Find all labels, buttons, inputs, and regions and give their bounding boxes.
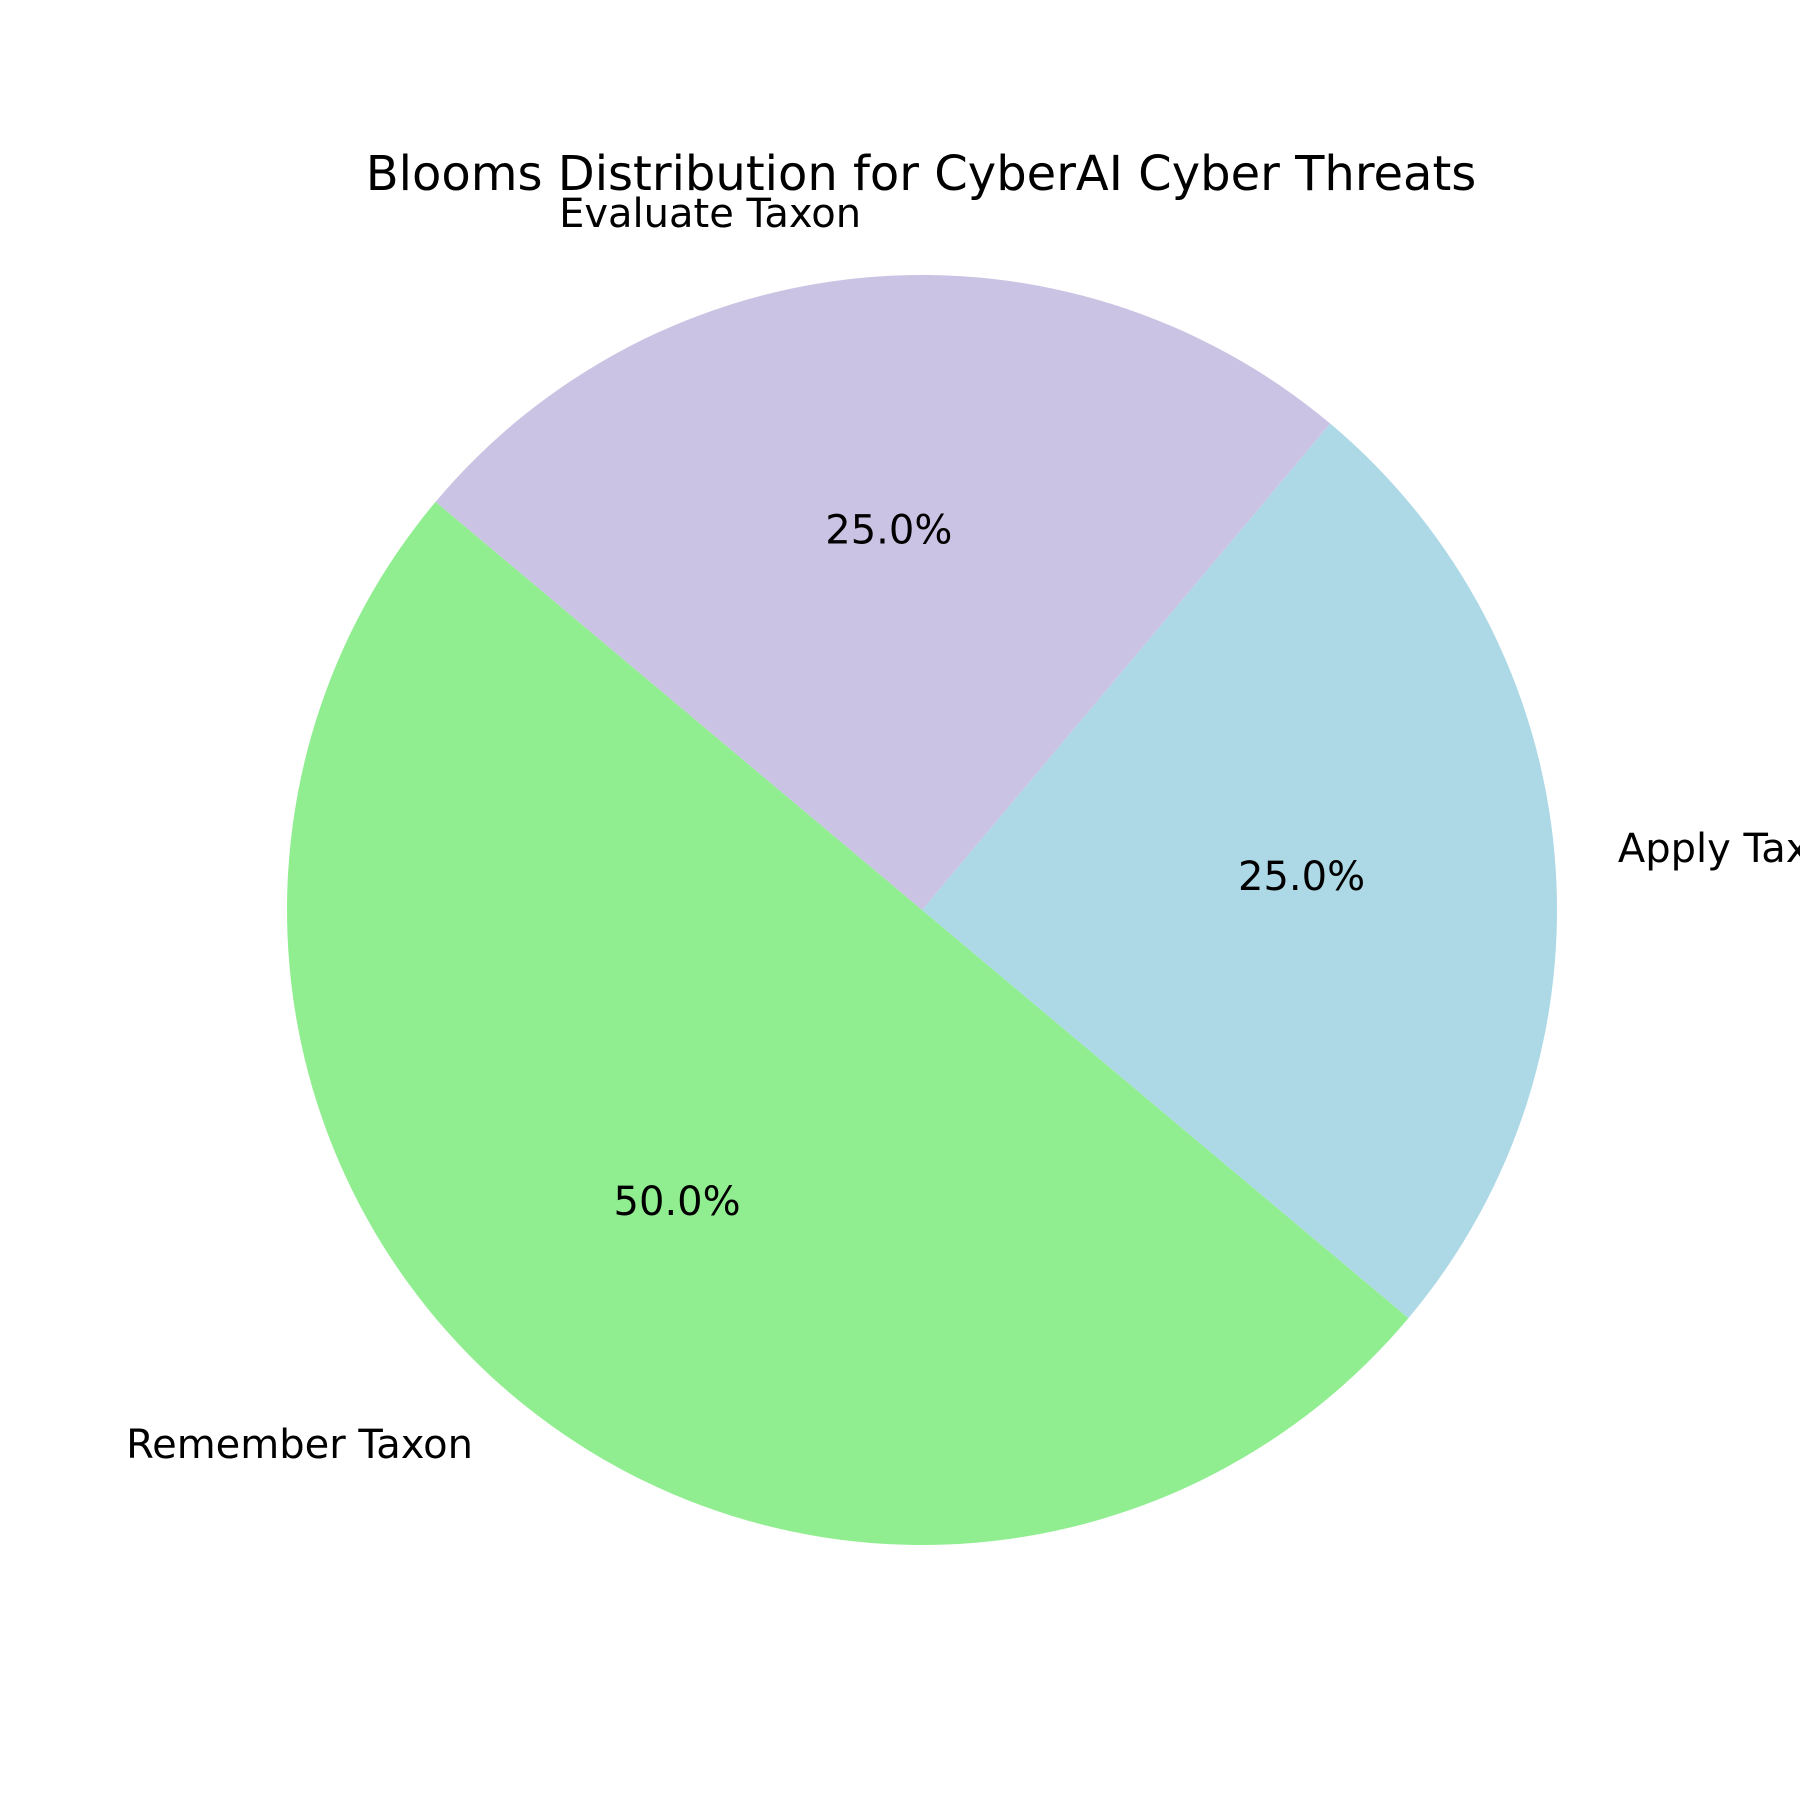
- pie-labels: 25.0% Apply Taxon 25.0% Evaluate Taxon 50.0%…: [126, 191, 1800, 1468]
- pct-label-0: 25.0%: [1238, 854, 1365, 900]
- pie-slices: [287, 275, 1558, 1546]
- slice-label-1: Evaluate Taxon: [559, 191, 861, 237]
- pie-slice-remember-taxon: [287, 501, 1409, 1546]
- pct-label-1: 25.0%: [825, 507, 952, 553]
- slice-label-2: Remember Taxon: [126, 1422, 473, 1468]
- slice-label-0: Apply Taxon: [1618, 826, 1800, 872]
- chart-title: Blooms Distribution for CyberAI Cyber Th…: [366, 146, 1477, 202]
- pct-label-2: 50.0%: [614, 1179, 741, 1225]
- pie-slice-evaluate-taxon: [435, 275, 1331, 911]
- pie-slice-apply-taxon: [922, 423, 1558, 1319]
